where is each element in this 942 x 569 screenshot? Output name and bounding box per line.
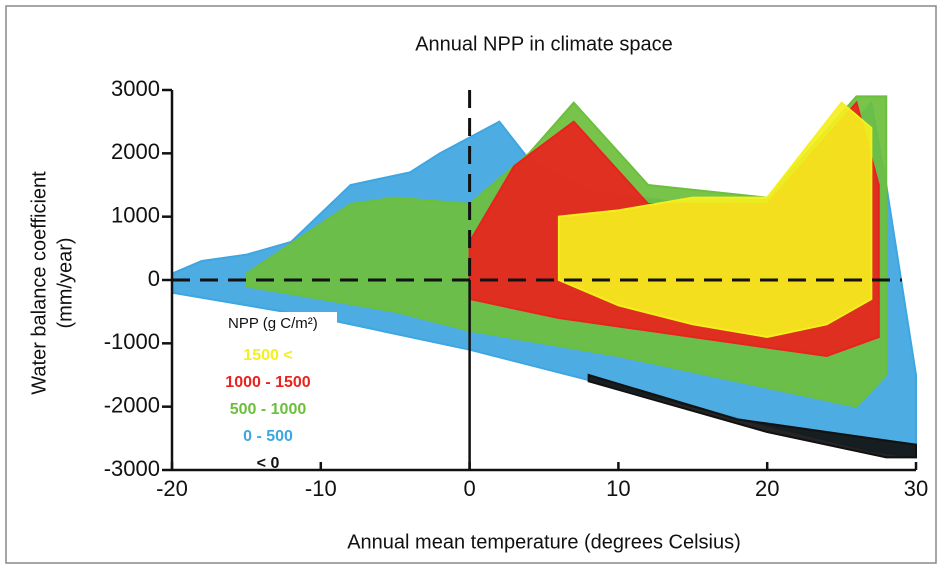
legend-label: 1000 - 1500 <box>225 374 311 391</box>
x-tick-label: -10 <box>305 476 337 501</box>
plot-area <box>171 90 917 470</box>
y-tick-label: 1000 <box>111 202 160 227</box>
npp-region <box>587 373 917 459</box>
y-axis-label: Water balance coefficient <box>28 171 50 395</box>
npp-region <box>557 101 873 339</box>
y-tick-label: 2000 <box>111 139 160 164</box>
legend-label: < 0 <box>257 455 280 472</box>
y-tick-label: 3000 <box>111 76 160 101</box>
y-tick-label: 0 <box>148 266 160 291</box>
y-tick-label: -2000 <box>104 392 160 417</box>
chart-title: Annual NPP in climate space <box>415 33 673 55</box>
legend-label: 1500 < <box>243 347 292 364</box>
legend-title: NPP (g C/m²) <box>228 315 318 332</box>
x-tick-label: 20 <box>755 476 779 501</box>
legend-box <box>222 312 337 472</box>
x-tick-label: 10 <box>606 476 630 501</box>
y-axis-label: (mm/year) <box>54 237 76 328</box>
legend: NPP (g C/m²) 1500 < 1000 - 1500 500 - 1000… <box>222 312 337 472</box>
x-tick-label: 30 <box>904 476 928 501</box>
x-axis-label: Annual mean temperature (degrees Celsius… <box>347 531 741 553</box>
y-tick-label: -1000 <box>104 329 160 354</box>
x-tick-label: -20 <box>156 476 188 501</box>
y-tick-label: -3000 <box>104 456 160 481</box>
legend-label: 500 - 1000 <box>230 401 307 418</box>
legend-label: 0 - 500 <box>243 428 293 445</box>
x-tick-label: 0 <box>463 476 475 501</box>
